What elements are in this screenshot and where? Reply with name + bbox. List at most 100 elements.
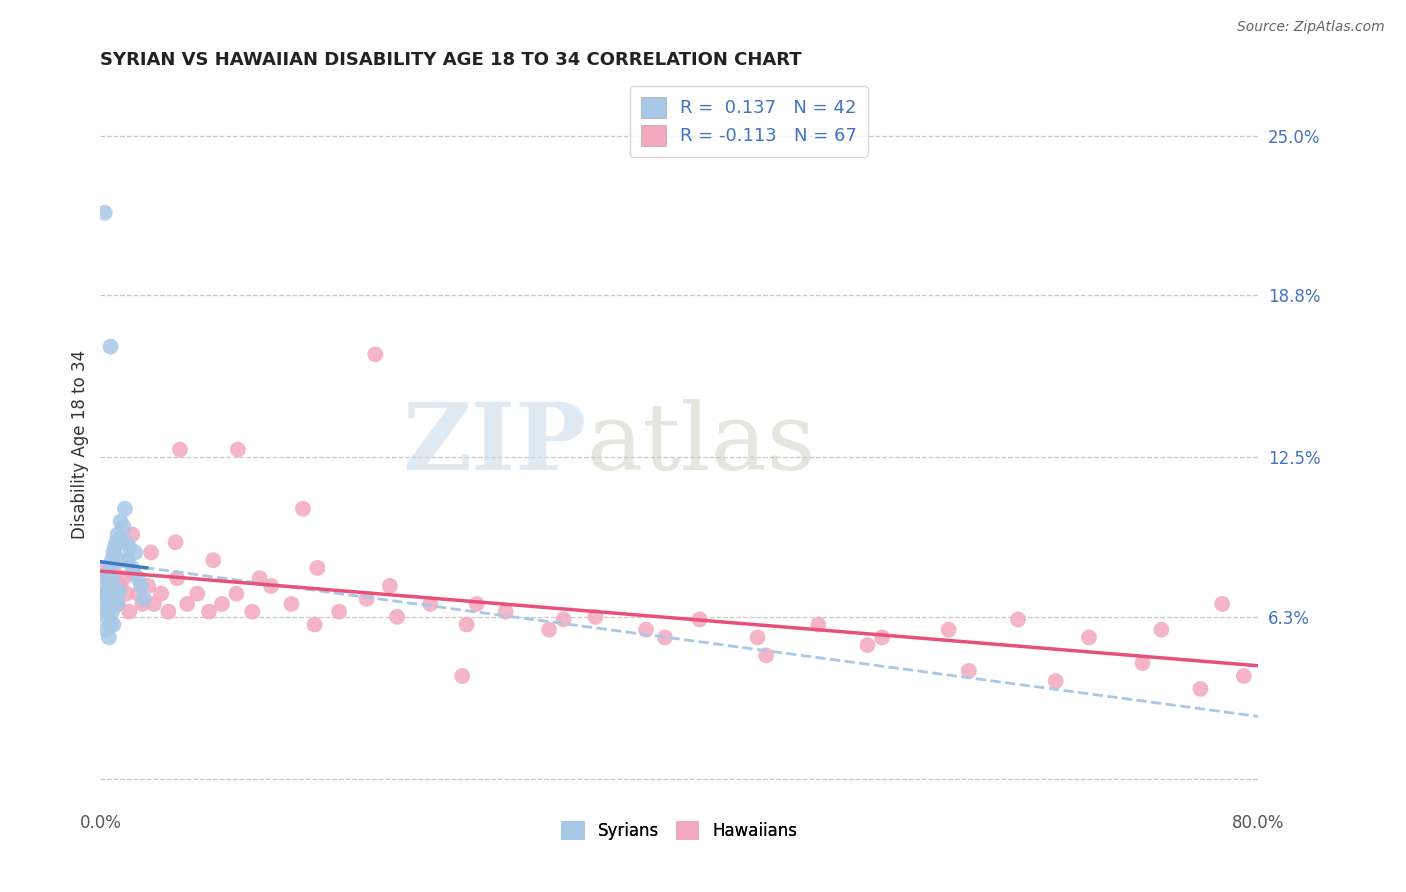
- Point: [870, 631, 893, 645]
- Point: [1132, 656, 1154, 670]
- Point: [957, 664, 980, 678]
- Point: [101, 587, 124, 601]
- Point: [747, 631, 769, 645]
- Point: [107, 597, 129, 611]
- Point: [98, 631, 121, 645]
- Point: [121, 527, 143, 541]
- Point: [91, 579, 114, 593]
- Point: [304, 617, 326, 632]
- Point: [226, 442, 249, 457]
- Y-axis label: Disability Age 18 to 34: Disability Age 18 to 34: [72, 350, 89, 539]
- Point: [101, 571, 124, 585]
- Point: [127, 571, 149, 585]
- Point: [456, 617, 478, 632]
- Point: [583, 610, 606, 624]
- Point: [108, 533, 131, 547]
- Point: [97, 605, 120, 619]
- Point: [121, 561, 143, 575]
- Point: [100, 617, 122, 632]
- Point: [118, 605, 141, 619]
- Point: [103, 617, 125, 632]
- Point: [240, 605, 263, 619]
- Point: [260, 579, 283, 593]
- Point: [115, 535, 138, 549]
- Point: [385, 610, 408, 624]
- Point: [104, 566, 127, 580]
- Point: [495, 605, 517, 619]
- Point: [1007, 612, 1029, 626]
- Point: [97, 589, 120, 603]
- Point: [108, 584, 131, 599]
- Point: [112, 571, 135, 585]
- Text: SYRIAN VS HAWAIIAN DISABILITY AGE 18 TO 34 CORRELATION CHART: SYRIAN VS HAWAIIAN DISABILITY AGE 18 TO …: [100, 51, 801, 69]
- Point: [1211, 597, 1233, 611]
- Point: [755, 648, 778, 663]
- Point: [98, 597, 121, 611]
- Point: [93, 587, 115, 601]
- Point: [636, 623, 658, 637]
- Point: [553, 612, 575, 626]
- Point: [1233, 669, 1256, 683]
- Text: ZIP: ZIP: [402, 400, 586, 490]
- Point: [1045, 674, 1067, 689]
- Point: [1189, 681, 1212, 696]
- Point: [225, 587, 247, 601]
- Point: [280, 597, 302, 611]
- Point: [1150, 623, 1173, 637]
- Point: [166, 571, 188, 585]
- Point: [112, 520, 135, 534]
- Point: [107, 597, 129, 611]
- Point: [142, 597, 165, 611]
- Point: [100, 340, 122, 354]
- Point: [856, 638, 879, 652]
- Point: [157, 605, 180, 619]
- Point: [97, 566, 120, 580]
- Point: [150, 587, 173, 601]
- Point: [105, 535, 128, 549]
- Point: [127, 587, 149, 601]
- Point: [169, 442, 191, 457]
- Point: [122, 566, 145, 580]
- Point: [103, 579, 125, 593]
- Point: [654, 631, 676, 645]
- Point: [100, 579, 122, 593]
- Point: [364, 347, 387, 361]
- Point: [202, 553, 225, 567]
- Point: [328, 605, 350, 619]
- Point: [100, 561, 122, 575]
- Point: [249, 571, 271, 585]
- Point: [111, 553, 134, 567]
- Point: [93, 561, 115, 575]
- Point: [115, 587, 138, 601]
- Point: [93, 597, 115, 611]
- Text: Source: ZipAtlas.com: Source: ZipAtlas.com: [1237, 20, 1385, 34]
- Point: [131, 597, 153, 611]
- Point: [110, 515, 132, 529]
- Point: [465, 597, 488, 611]
- Point: [117, 553, 139, 567]
- Point: [114, 501, 136, 516]
- Point: [186, 587, 208, 601]
- Point: [104, 541, 127, 555]
- Point: [107, 527, 129, 541]
- Point: [451, 669, 474, 683]
- Point: [101, 605, 124, 619]
- Point: [292, 501, 315, 516]
- Point: [118, 541, 141, 555]
- Point: [419, 597, 441, 611]
- Text: atlas: atlas: [586, 400, 815, 490]
- Point: [101, 553, 124, 567]
- Point: [124, 545, 146, 559]
- Point: [105, 587, 128, 601]
- Point: [307, 561, 329, 575]
- Point: [807, 617, 830, 632]
- Point: [938, 623, 960, 637]
- Point: [93, 206, 115, 220]
- Point: [97, 571, 120, 585]
- Point: [139, 545, 162, 559]
- Point: [129, 579, 152, 593]
- Legend: Syrians, Hawaiians: Syrians, Hawaiians: [554, 814, 804, 847]
- Point: [356, 591, 378, 606]
- Point: [94, 610, 117, 624]
- Point: [198, 605, 221, 619]
